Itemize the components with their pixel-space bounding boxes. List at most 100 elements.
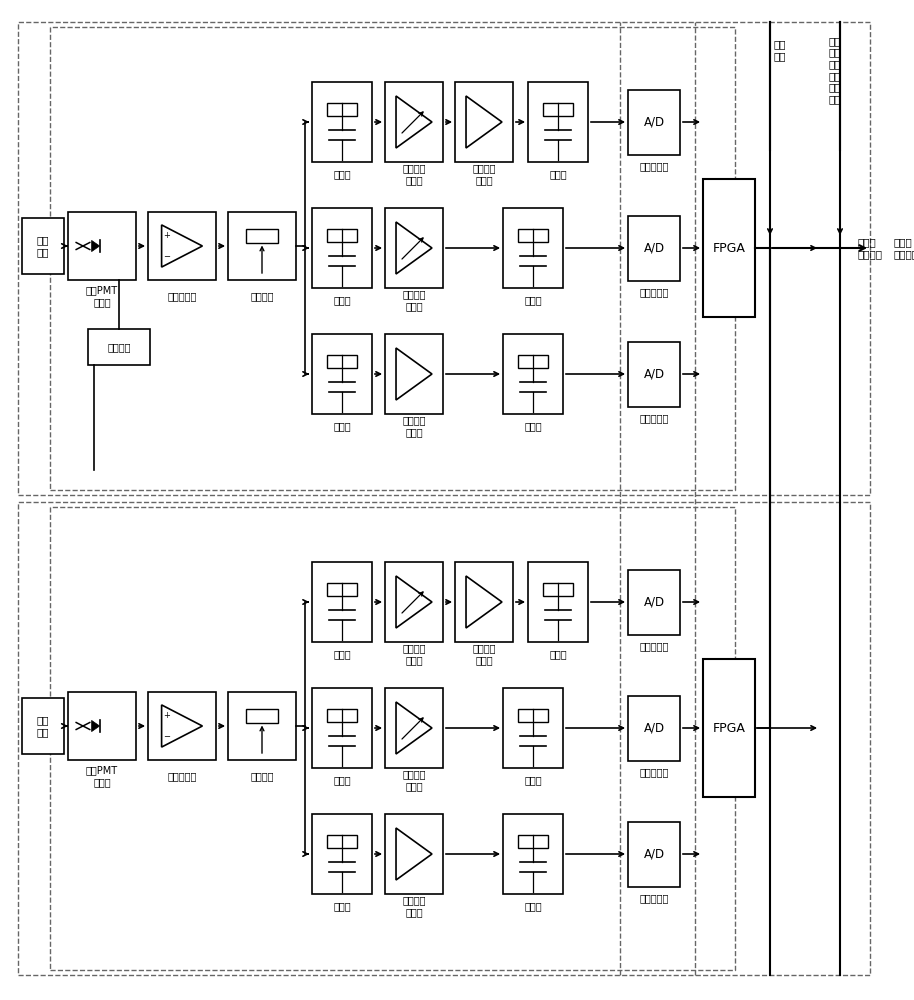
Bar [385,562,443,642]
Bar [327,355,357,368]
Text: A/D: A/D [643,241,664,254]
Text: 模数转换器: 模数转换器 [639,288,669,298]
Text: 滤波器: 滤波器 [334,775,351,785]
Text: 固定增益
放大器: 固定增益 放大器 [473,163,495,185]
Bar [228,212,296,280]
Bar [703,179,755,317]
Bar [628,90,680,154]
Text: 滤波器: 滤波器 [525,901,542,911]
Bar [628,216,680,280]
Bar [543,103,573,116]
Bar [22,218,64,274]
Bar [528,562,588,642]
Text: 固定增益
放大器: 固定增益 放大器 [402,895,426,917]
Text: 滤波器: 滤波器 [334,295,351,305]
Text: 模数转换器: 模数转换器 [639,642,669,652]
Text: +: + [164,711,170,720]
Bar [503,688,563,768]
Bar [455,82,513,162]
Text: A/D: A/D [643,595,664,608]
Bar [518,229,548,242]
Bar [385,688,443,768]
Text: 滤波器: 滤波器 [525,775,542,785]
Text: A/D: A/D [643,115,664,128]
Text: 跨阳放大器: 跨阳放大器 [167,291,197,301]
Text: 深海PMT
探测器: 深海PMT 探测器 [86,285,118,307]
Bar [18,502,870,975]
Polygon shape [91,240,100,252]
Text: 固定增益
放大器: 固定增益 放大器 [402,415,426,437]
Text: 来自
海陌
测高
系统
海面
数据: 来自 海陌 测高 系统 海面 数据 [829,36,841,104]
Bar [68,212,136,280]
Bar [148,212,216,280]
Text: A/D: A/D [643,848,664,860]
Text: 模数转换器: 模数转换器 [639,161,669,172]
Text: 门控电路: 门控电路 [107,342,131,352]
Text: 滤波器: 滤波器 [334,649,351,659]
Text: 跨阳放大器: 跨阳放大器 [167,771,197,781]
Text: −: − [163,732,170,741]
Bar [543,583,573,596]
Text: 浅海PMT
探测器: 浅海PMT 探测器 [86,765,118,787]
Text: 滤波器: 滤波器 [549,649,567,659]
Text: −: − [163,252,170,261]
Bar [327,229,357,242]
Text: A/D: A/D [643,367,664,380]
Text: 高压
模块: 高压 模块 [37,235,49,257]
Bar [88,329,150,365]
Text: 固定增益
放大器: 固定增益 放大器 [473,643,495,665]
Bar [518,835,548,848]
Bar [385,814,443,894]
Text: 滤波器: 滤波器 [549,169,567,179]
Bar [628,696,680,760]
Bar [518,709,548,722]
Polygon shape [91,720,100,732]
Text: 可变增益
放大器: 可变增益 放大器 [402,769,426,791]
Bar [312,334,372,414]
Bar [50,27,735,490]
Bar [312,82,372,162]
Text: 连接至
传输板卡: 连接至 传输板卡 [893,237,914,259]
Bar [385,82,443,162]
Text: 可变增益
放大器: 可变增益 放大器 [402,289,426,311]
Text: 可变增益
放大器: 可变增益 放大器 [402,643,426,665]
Bar [312,688,372,768]
Text: 滤波器: 滤波器 [525,421,542,431]
Bar [246,229,279,243]
Text: 模数转换器: 模数转换器 [639,414,669,424]
Text: 高压
模块: 高压 模块 [37,715,49,737]
Bar [228,692,296,760]
Text: +: + [164,231,170,240]
Bar [503,208,563,288]
Bar [385,208,443,288]
Bar [628,570,680,635]
Text: 可变增益
放大器: 可变增益 放大器 [402,163,426,185]
Bar [327,103,357,116]
Bar [628,342,680,406]
Text: 滤波器: 滤波器 [334,169,351,179]
Bar [385,334,443,414]
Bar [503,334,563,414]
Text: 滤波器: 滤波器 [525,295,542,305]
Bar [327,709,357,722]
Bar [703,659,755,797]
Text: 滤波器: 滤波器 [334,901,351,911]
Text: 本振
信号: 本振 信号 [773,39,785,61]
Bar [50,507,735,970]
Text: A/D: A/D [643,722,664,734]
Bar [18,22,870,495]
Bar [312,562,372,642]
Bar [327,583,357,596]
Bar [148,692,216,760]
Bar [528,82,588,162]
Bar [503,814,563,894]
Bar [312,814,372,894]
Text: 模数转换器: 模数转换器 [639,894,669,904]
Bar [518,355,548,368]
Text: 滤波器: 滤波器 [334,421,351,431]
Bar [22,698,64,754]
Text: 阻抗匹配: 阻抗匹配 [250,771,274,781]
Text: FPGA: FPGA [713,722,746,734]
Bar [312,208,372,288]
Bar [628,822,680,886]
